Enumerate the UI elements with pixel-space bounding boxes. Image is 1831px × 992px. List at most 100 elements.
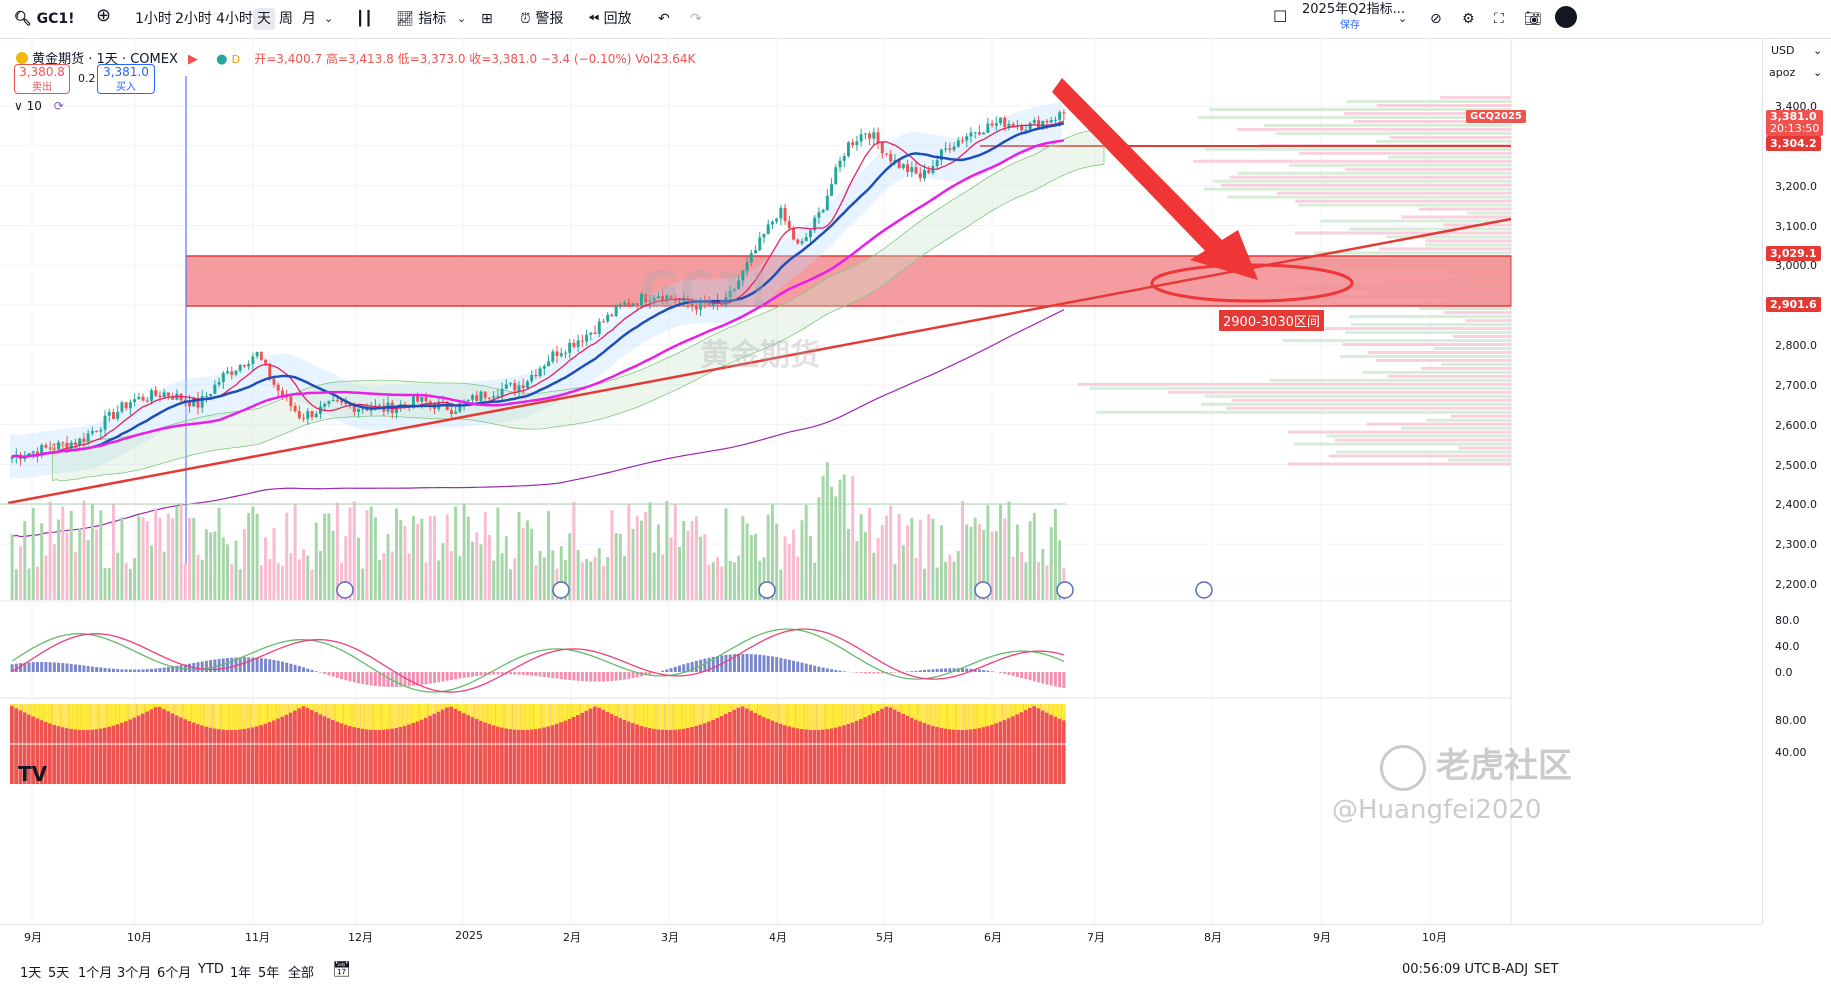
range-0[interactable]: 1天 <box>20 966 42 981</box>
calendar-icon[interactable]: 📅︎ <box>332 960 352 978</box>
indicator-toggle[interactable]: ∨ 10 ⟳ <box>14 99 64 113</box>
symbol-search[interactable]: 🔍︎ GC1! <box>14 8 75 30</box>
volume-bar <box>103 567 107 600</box>
zone-label[interactable]: 2900-3030区间 <box>1218 309 1325 332</box>
candle-body <box>10 456 14 459</box>
volume-bar <box>956 551 960 600</box>
interval-2h[interactable]: 2小时 <box>175 11 212 27</box>
strength-bar-top <box>846 704 851 725</box>
chevron-down-icon[interactable]: ⌄ <box>1813 44 1823 57</box>
ma-20-line <box>11 122 1065 459</box>
tradingview-logo[interactable]: TV <box>18 762 48 786</box>
add-symbol-icon[interactable]: ⊕ <box>96 5 112 26</box>
interval-month[interactable]: 月 <box>302 11 316 27</box>
event-marker-icon[interactable] <box>552 581 570 599</box>
candle-body <box>935 160 939 166</box>
quick-search-icon[interactable]: ⊘ <box>1430 11 1442 27</box>
redo-icon[interactable]: ↷ <box>690 11 702 27</box>
volume-bar <box>534 565 538 600</box>
layout-menu[interactable]: 2025年Q2指标... 保存 <box>1302 2 1405 33</box>
volume-bar <box>475 532 479 600</box>
interval-4h[interactable]: 4小时 <box>216 11 253 27</box>
strength-bar-top <box>246 704 251 729</box>
settings-icon[interactable]: ⚙ <box>1462 11 1475 27</box>
histogram-bar <box>1062 672 1066 689</box>
range-5[interactable]: YTD <box>198 962 224 977</box>
volume-bar <box>766 514 770 600</box>
oscillator-tick: 0.0 <box>1775 666 1793 679</box>
candle-body <box>238 364 242 371</box>
interval-week[interactable]: 周 <box>279 11 293 27</box>
event-marker-icon[interactable] <box>336 581 354 599</box>
price-chart[interactable] <box>0 38 1762 924</box>
volume-bar <box>449 550 453 600</box>
volume-bar <box>145 521 149 600</box>
currency-label[interactable]: USD <box>1771 44 1795 57</box>
price-tick: 2,600.0 <box>1775 418 1817 432</box>
volume-bar <box>910 517 914 600</box>
checkbox-icon[interactable]: ☐ <box>1273 7 1288 26</box>
down-arrow[interactable] <box>1052 78 1258 280</box>
candle-body <box>395 407 398 413</box>
histogram-bar <box>331 672 335 677</box>
range-7[interactable]: 5年 <box>258 966 280 981</box>
time-tick: 2月 <box>563 931 581 944</box>
target-ellipse[interactable] <box>1150 263 1354 303</box>
sell-button[interactable]: 3,380.8 卖出 <box>14 64 70 94</box>
event-marker-icon[interactable] <box>974 581 992 599</box>
range-8[interactable]: 全部 <box>288 966 315 981</box>
profile-bar <box>1345 331 1511 335</box>
range-4[interactable]: 6个月 <box>157 966 192 981</box>
adj-toggle[interactable]: B-ADJ <box>1492 962 1529 977</box>
profile-bar <box>1193 159 1511 163</box>
candles-icon[interactable]: ┃┃ <box>356 11 373 27</box>
range-6[interactable]: 1年 <box>230 966 252 981</box>
chevron-down-icon[interactable]: ⌄ <box>324 12 334 25</box>
chevron-down-icon[interactable]: ⌄ <box>1813 66 1823 79</box>
histogram-bar <box>403 672 407 687</box>
range-1[interactable]: 5天 <box>48 966 70 981</box>
time-tick: 2025 <box>455 929 483 942</box>
indicators-button[interactable]: 📈︎ 指标 <box>396 11 447 27</box>
alert-button[interactable]: ⏰︎ 警报 <box>520 11 564 27</box>
strength-bar-top <box>854 704 859 721</box>
avatar[interactable] <box>1555 6 1577 28</box>
interval-day[interactable]: 天 <box>253 8 275 30</box>
strength-bar-top <box>377 704 382 730</box>
event-marker-icon[interactable] <box>1056 581 1074 599</box>
event-markers[interactable] <box>336 581 1213 599</box>
camera-icon[interactable]: 📷︎ <box>1524 11 1542 27</box>
fullscreen-icon[interactable]: ⛶ <box>1494 11 1504 27</box>
refresh-icon[interactable]: ⟳ <box>53 99 64 113</box>
candle-body <box>171 396 175 400</box>
scale-mode-label[interactable]: apoz <box>1769 66 1796 79</box>
strength-bar-top <box>833 704 838 728</box>
volume-bar <box>863 531 867 600</box>
range-3[interactable]: 3个月 <box>117 966 152 981</box>
time-axis[interactable]: 9月 10月 11月 12月 2025 2月 3月 4月 5月 6月 7月 8月 9月 10月 <box>0 924 1762 951</box>
session-toggle[interactable]: SET <box>1534 962 1559 977</box>
candle-body <box>559 353 563 357</box>
event-marker-icon[interactable] <box>758 581 776 599</box>
chevron-down-icon[interactable]: ⌄ <box>457 12 467 25</box>
range-2[interactable]: 1个月 <box>78 966 113 981</box>
chevron-down-icon[interactable]: ⌄ <box>1398 12 1408 25</box>
histogram-bar <box>145 669 149 672</box>
replay-button[interactable]: ⏪︎ 回放 <box>588 11 632 27</box>
strength-bar-top <box>183 704 187 720</box>
volume-bar <box>454 506 458 600</box>
interval-1h[interactable]: 1小时 <box>135 11 172 27</box>
candle-body <box>762 234 766 238</box>
volume-bar <box>209 532 213 600</box>
candle-body <box>158 395 162 398</box>
strength-bar-top <box>935 704 939 727</box>
event-marker-icon[interactable] <box>1195 581 1213 599</box>
undo-icon[interactable]: ↶ <box>658 11 670 27</box>
volume-bar <box>618 534 622 600</box>
buy-button[interactable]: 3,381.0 买入 <box>97 64 155 94</box>
candle-body <box>648 300 652 303</box>
clock[interactable]: 00:56:09 UTC <box>1402 962 1491 977</box>
profile-bar <box>1366 422 1511 426</box>
templates-icon[interactable]: ⊞ <box>481 11 493 27</box>
price-axis[interactable]: USD apoz ⌄ ⌄ 3,400.03,300.03,200.03,100.… <box>1762 38 1831 924</box>
